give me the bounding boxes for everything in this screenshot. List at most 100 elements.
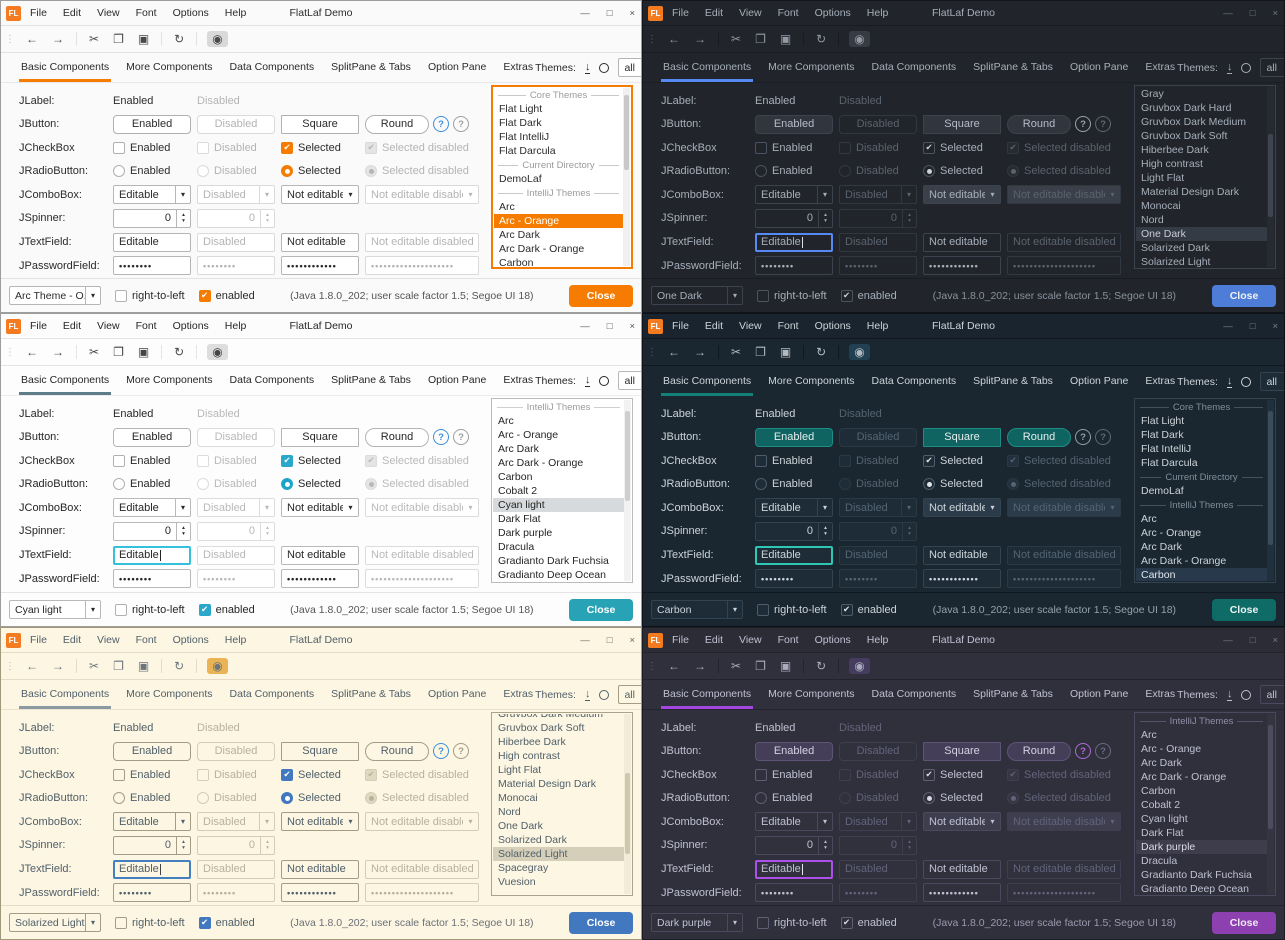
radio-enabled[interactable]: Enabled: [113, 792, 191, 805]
theme-list-item[interactable]: Monocai: [1141, 200, 1181, 212]
toolbar-back-button[interactable]: ←: [666, 344, 682, 360]
combobox-editable[interactable]: Editable ▾: [755, 185, 833, 205]
theme-list-item[interactable]: Gruvbox Dark Medium: [498, 714, 604, 720]
theme-list-item[interactable]: Flat Dark: [499, 117, 542, 129]
tab-more-components[interactable]: More Components: [126, 688, 213, 700]
theme-filter-combobox[interactable]: all ▾: [1260, 685, 1284, 704]
scrollbar[interactable]: [624, 400, 631, 581]
menu-item-help[interactable]: Help: [866, 7, 889, 19]
close-button[interactable]: ×: [629, 634, 635, 646]
theme-list-item[interactable]: Gruvbox Dark Soft: [1141, 130, 1228, 142]
theme-list-item[interactable]: Dark purple: [498, 527, 553, 539]
toolbar-forward-button[interactable]: →: [50, 31, 66, 47]
close-button[interactable]: ×: [1272, 7, 1278, 19]
theme-list-item[interactable]: Nord: [1141, 214, 1164, 226]
spinner-enabled[interactable]: 0 ▴ ▾: [755, 835, 833, 855]
theme-list-item[interactable]: Gruvbox Dark Medium: [1141, 116, 1247, 128]
theme-filter-combobox[interactable]: all ▾: [618, 685, 641, 704]
toolbar-show-hidden-eye-button[interactable]: ◉: [207, 31, 228, 47]
toolbar-cut-button[interactable]: ✂: [729, 31, 743, 47]
right-to-left-checkbox[interactable]: ✔right-to-left: [757, 289, 827, 302]
download-icon[interactable]: ↓: [584, 60, 591, 74]
theme-filter-combobox[interactable]: all ▾: [1260, 372, 1284, 391]
enabled-checkbox[interactable]: ✔ enabled: [198, 289, 255, 302]
jbutton-round[interactable]: Round: [365, 427, 429, 447]
menu-item-help[interactable]: Help: [224, 7, 247, 19]
theme-list-item[interactable]: Solarized Light: [493, 847, 624, 861]
theme-list-item[interactable]: Dark purple: [1136, 840, 1267, 854]
radio-enabled[interactable]: Enabled: [113, 478, 191, 491]
minimize-button[interactable]: —: [580, 634, 590, 646]
menu-item-font[interactable]: Font: [777, 634, 799, 646]
menu-item-file[interactable]: File: [30, 320, 47, 332]
toolbar-forward-button[interactable]: →: [692, 658, 708, 674]
tab-data-components[interactable]: Data Components: [871, 375, 957, 387]
toolbar-back-button[interactable]: ←: [24, 344, 40, 360]
jbutton-round[interactable]: Round: [1007, 427, 1071, 447]
jbutton-round[interactable]: Round: [365, 741, 429, 761]
minimize-button[interactable]: —: [580, 320, 590, 332]
toolbar-cut-button[interactable]: ✂: [87, 31, 101, 47]
combobox-not-editable[interactable]: Not editable ▾: [923, 498, 1001, 518]
theme-list-item[interactable]: Monocai: [498, 792, 538, 804]
passwordfield-editable[interactable]: ••••••••: [755, 569, 833, 589]
tab-extras[interactable]: Extras: [1145, 375, 1176, 387]
help-button[interactable]: ?: [1075, 743, 1091, 760]
themes-list[interactable]: IntelliJ Themes Arc Arc - Orange Arc Dark Ar…: [1134, 712, 1276, 896]
menu-item-file[interactable]: File: [30, 7, 47, 19]
radio-selected[interactable]: Selected: [281, 478, 359, 491]
toolbar-show-hidden-eye-button[interactable]: ◉: [207, 344, 228, 360]
jbutton-square[interactable]: Square: [923, 427, 1001, 447]
tab-option-pane[interactable]: Option Pane: [1069, 61, 1129, 73]
theme-list-item[interactable]: DemoLaf: [1141, 485, 1184, 497]
menu-item-file[interactable]: File: [30, 634, 47, 646]
github-icon[interactable]: [599, 689, 610, 700]
combobox-editable[interactable]: Editable ▾: [113, 185, 191, 205]
spinner-enabled[interactable]: 0 ▴ ▾: [755, 521, 833, 541]
theme-list-item[interactable]: Gradianto Dark Fuchsia: [498, 555, 609, 567]
theme-list-item[interactable]: Arc - Orange: [494, 214, 623, 228]
theme-list-item[interactable]: Hiberbee Dark: [1141, 144, 1209, 156]
menu-item-edit[interactable]: Edit: [704, 7, 724, 19]
github-icon[interactable]: [1241, 689, 1252, 700]
right-to-left-checkbox[interactable]: ✔right-to-left: [757, 603, 827, 616]
theme-list-item[interactable]: Cyan light: [1141, 813, 1188, 825]
toolbar-back-button[interactable]: ←: [24, 658, 40, 674]
menu-item-help[interactable]: Help: [866, 634, 889, 646]
tab-option-pane[interactable]: Option Pane: [1069, 688, 1129, 700]
toolbar-forward-button[interactable]: →: [692, 344, 708, 360]
help-button[interactable]: ?: [433, 743, 449, 760]
theme-list-item[interactable]: Arc - Orange: [1141, 527, 1202, 539]
help-button[interactable]: ?: [433, 116, 449, 133]
scrollbar-thumb[interactable]: [625, 410, 630, 502]
tab-option-pane[interactable]: Option Pane: [427, 61, 487, 73]
scrollbar-thumb[interactable]: [625, 773, 630, 855]
toolbar-cut-button[interactable]: ✂: [87, 344, 101, 360]
close-button[interactable]: Close: [569, 911, 633, 934]
radio-selected[interactable]: Selected: [281, 165, 359, 178]
checkbox-selected[interactable]: ✔ Selected: [923, 141, 1001, 154]
tab-more-components[interactable]: More Components: [126, 61, 213, 73]
toolbar-grip-icon[interactable]: ⋮: [647, 346, 657, 358]
checkbox-enabled[interactable]: ✔Enabled: [113, 141, 191, 154]
themes-list[interactable]: Gruvbox Dark Medium Gruvbox Dark Soft Hibe…: [491, 712, 633, 896]
theme-list-item[interactable]: Light Flat: [1141, 172, 1185, 184]
toolbar-forward-button[interactable]: →: [50, 344, 66, 360]
radio-selected[interactable]: Selected: [281, 792, 359, 805]
theme-list-item[interactable]: Vuesion: [498, 876, 536, 888]
tab-basic-components[interactable]: Basic Components: [661, 56, 754, 82]
minimize-button[interactable]: —: [1223, 634, 1233, 646]
close-button[interactable]: Close: [569, 598, 633, 621]
menu-item-edit[interactable]: Edit: [704, 320, 724, 332]
close-button[interactable]: ×: [629, 7, 635, 19]
menu-item-help[interactable]: Help: [224, 634, 247, 646]
theme-list-item[interactable]: Gradianto Deep Ocean: [498, 569, 606, 581]
scrollbar-thumb[interactable]: [624, 95, 629, 170]
scrollbar[interactable]: [1267, 714, 1274, 894]
help-button[interactable]: ?: [1075, 116, 1091, 133]
combobox-editable[interactable]: Editable ▾: [113, 498, 191, 518]
close-button[interactable]: Close: [1212, 598, 1276, 621]
menu-item-options[interactable]: Options: [172, 7, 209, 19]
theme-list-item[interactable]: Hiberbee Dark: [498, 736, 566, 748]
enabled-checkbox[interactable]: ✔ enabled: [840, 289, 897, 302]
